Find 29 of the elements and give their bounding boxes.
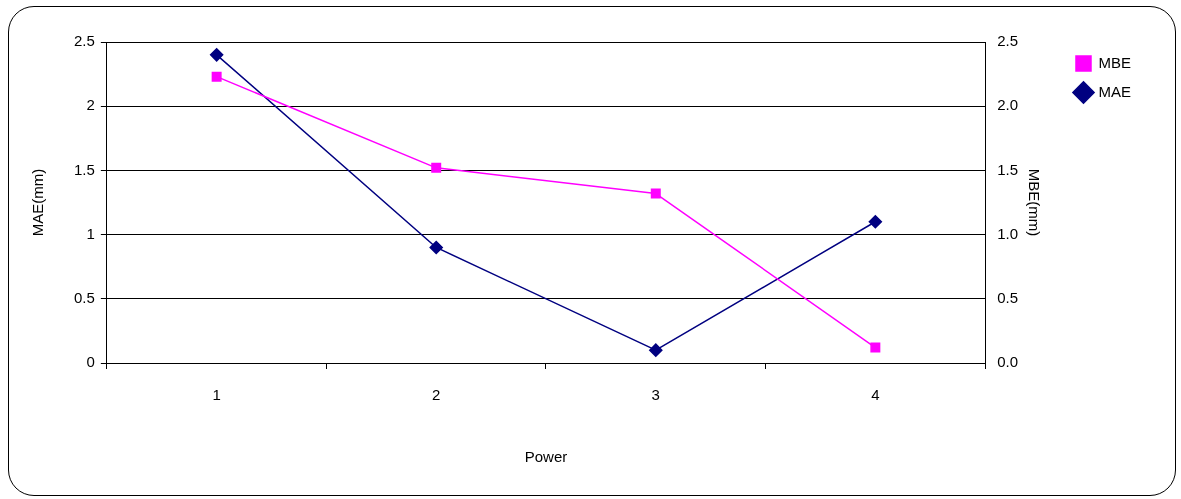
- y2-tick-label: 0.5: [997, 288, 1018, 306]
- y-tick-label: 1.5: [73, 160, 95, 178]
- y2-tick-label: 2.0: [997, 96, 1018, 114]
- y-axis-title: MAE(mm): [29, 168, 47, 237]
- legend-label: MBE: [1098, 53, 1132, 71]
- point: [868, 215, 883, 229]
- x-tick-label: 4: [871, 386, 880, 404]
- point: [870, 342, 881, 353]
- y2-tick-label: 0.0: [997, 353, 1018, 371]
- y2-tick-label: 2.5: [997, 32, 1018, 50]
- point: [431, 162, 442, 173]
- y-tick-label: 0: [86, 353, 95, 371]
- y2-tick-label: 1.0: [997, 224, 1018, 242]
- point: [429, 240, 443, 255]
- y-tick-label: 2: [86, 96, 95, 114]
- y-tick-label: 0.5: [73, 288, 95, 306]
- y-tick-label: 2.5: [73, 32, 95, 50]
- point: [649, 343, 663, 357]
- x-tick-label: 3: [651, 386, 660, 404]
- y2-tick-label: 1.5: [997, 160, 1018, 178]
- point: [650, 188, 661, 199]
- y2-axis-title: MBE(mm): [1025, 168, 1043, 237]
- y-tick-label: 1: [86, 224, 95, 242]
- point: [211, 71, 222, 82]
- x-axis-title: Power: [524, 448, 568, 466]
- point: [209, 48, 224, 62]
- x-tick-label: 2: [432, 386, 441, 404]
- x-tick-label: 1: [212, 386, 221, 404]
- legend-label: MAE: [1098, 82, 1132, 100]
